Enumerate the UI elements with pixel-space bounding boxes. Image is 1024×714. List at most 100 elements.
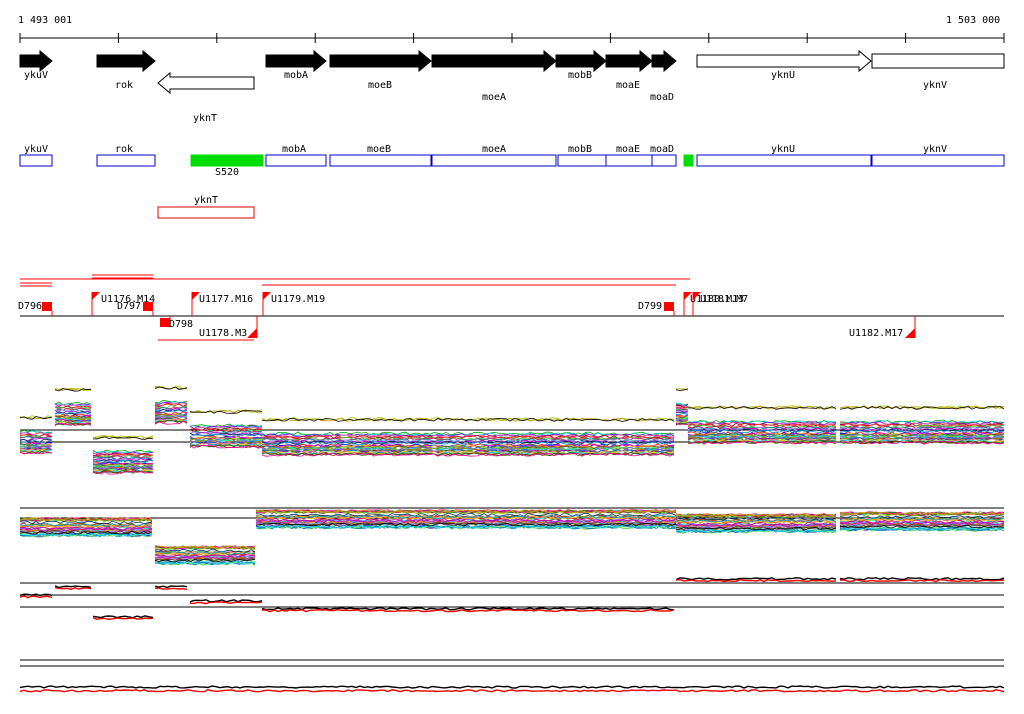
expression-series xyxy=(19,409,1005,464)
expression-series xyxy=(19,515,1005,556)
gene-label-moaD: moaD xyxy=(650,92,674,103)
expression-panel-reverse-strand-tiling xyxy=(19,507,1005,566)
gene-label-mobB: mobB xyxy=(568,70,592,81)
upshift-flag xyxy=(247,328,257,338)
downshift-block xyxy=(664,302,674,311)
marker-label-U1178.M3: U1178.M3 xyxy=(199,328,247,339)
marker-label-U1182.M17: U1182.M17 xyxy=(849,328,903,339)
marker-D797: D797 xyxy=(117,301,154,316)
expression-series xyxy=(19,578,1005,621)
gene-arrow-yknU xyxy=(696,49,872,73)
expression-series xyxy=(19,420,1005,475)
gene-arrow-mobA xyxy=(265,49,327,73)
gene-arrow-ykuV xyxy=(19,49,53,73)
marker-U1177.M16: U1177.M16 xyxy=(191,292,253,316)
annotation-label-moaD: moaD xyxy=(650,144,674,155)
expression-series xyxy=(19,386,1005,440)
expression-panel-reverse-strand-summary xyxy=(19,659,1005,693)
marker-U1179.M19: U1179.M19 xyxy=(262,292,325,316)
annotation-label-yknV: yknV xyxy=(923,144,947,155)
annotation-box-yknT xyxy=(157,206,255,219)
expression-series xyxy=(19,524,1005,565)
annotation-box-moeA xyxy=(431,154,557,167)
gene-track: ykuV rok yknT mobA moeB moeA mobB moaE moaD yknU y… xyxy=(19,49,1005,124)
annotation-box-ykuV xyxy=(19,154,53,167)
gene-label-yknU: yknU xyxy=(771,70,795,81)
upshift-flag xyxy=(192,292,200,300)
annotation-label-moaE: moaE xyxy=(616,144,640,155)
gene-arrow-yknT xyxy=(157,71,255,95)
expression-series xyxy=(19,509,1005,550)
gene-arrow-moaE xyxy=(605,49,653,73)
gene-arrow-yknV xyxy=(871,53,1005,69)
annotation-box-yknV xyxy=(871,154,1005,167)
marker-U1181.M7: U1181.M7 xyxy=(692,292,748,316)
annotation-label-moeB: moeB xyxy=(367,144,391,155)
downshift-block xyxy=(42,302,52,311)
annotation-box-moaE xyxy=(605,154,653,167)
gene-label-yknT: yknT xyxy=(193,113,217,124)
expression-panel-forward-strand-tiling xyxy=(19,385,1005,475)
marker-U1178.M3: U1178.M3 xyxy=(199,316,258,339)
annotation-label-moeA: moeA xyxy=(482,144,506,155)
marker-label-D798: D798 xyxy=(169,319,193,330)
expression-series xyxy=(19,519,1005,560)
ruler-ticks xyxy=(19,33,1005,43)
annotation-box-yknU xyxy=(696,154,872,167)
marker-D799: D799 xyxy=(638,301,675,316)
annotation-label-mobA: mobA xyxy=(282,144,306,155)
expression-series xyxy=(19,403,1005,458)
expression-panels xyxy=(19,385,1005,693)
annotation-box-mobB xyxy=(557,154,607,167)
expression-series xyxy=(19,522,1005,563)
gene-arrow-rok xyxy=(96,49,156,73)
gene-label-moeB: moeB xyxy=(368,80,392,91)
marker-label-U1177.M16: U1177.M16 xyxy=(199,294,253,305)
marker-D798: D798 xyxy=(160,316,193,330)
gene-arrow-mobB xyxy=(555,49,607,73)
annotation-track: ykuV rok S520 mobA moeB moeA mobB moaE moaD yknU y… xyxy=(19,144,1005,219)
marker-D796: D796 xyxy=(18,301,53,316)
annotation-label-ykuV: ykuV xyxy=(24,144,48,155)
expression-series xyxy=(19,689,1005,693)
annotation-box-S520 xyxy=(190,154,264,167)
upshift-flag xyxy=(905,328,915,338)
annotation-box-moaD xyxy=(651,154,677,167)
marker-U1182.M17: U1182.M17 xyxy=(849,316,916,339)
marker-label-U1176.M14: U1176.M14 xyxy=(101,294,155,305)
annotation-box-rok xyxy=(96,154,156,167)
gene-arrow-moeA xyxy=(431,49,557,73)
gene-label-moeA: moeA xyxy=(482,92,506,103)
expression-series xyxy=(19,406,1005,460)
expression-series xyxy=(19,407,1005,462)
marker-U1180.M13: U1180.M13 xyxy=(683,292,744,316)
upshift-flag xyxy=(684,292,692,300)
expression-series xyxy=(19,510,1005,550)
annotation-box-moeB xyxy=(329,154,432,167)
upshift-flag xyxy=(263,292,271,300)
expression-series xyxy=(19,577,1005,619)
marker-label-U1181.M7: U1181.M7 xyxy=(700,294,748,305)
gene-label-mobA: mobA xyxy=(284,70,308,81)
gene-label-moaE: moaE xyxy=(616,80,640,91)
annotation-label-yknT: yknT xyxy=(194,195,218,206)
expression-panel-forward-strand-summary xyxy=(19,577,1005,621)
coordinate-ruler: 1 493 001 1 503 000 xyxy=(18,15,1005,43)
marker-label-D797: D797 xyxy=(117,301,141,312)
expression-series xyxy=(19,520,1005,561)
annotation-label-yknU: yknU xyxy=(771,144,795,155)
expression-series xyxy=(19,512,1005,553)
annotation-box-mobA xyxy=(265,154,327,167)
annotation-box-unlabeled xyxy=(683,154,694,167)
gene-label-ykuV: ykuV xyxy=(24,70,48,81)
marker-U1176.M14: U1176.M14 xyxy=(91,292,155,316)
gene-arrow-moeB xyxy=(329,49,432,73)
expression-series xyxy=(19,685,1005,689)
marker-label-U1179.M19: U1179.M19 xyxy=(271,294,325,305)
upshift-flag xyxy=(92,292,100,300)
gene-label-rok: rok xyxy=(115,80,133,91)
marker-label-D796: D796 xyxy=(18,301,42,312)
marker-label-D799: D799 xyxy=(638,301,662,312)
